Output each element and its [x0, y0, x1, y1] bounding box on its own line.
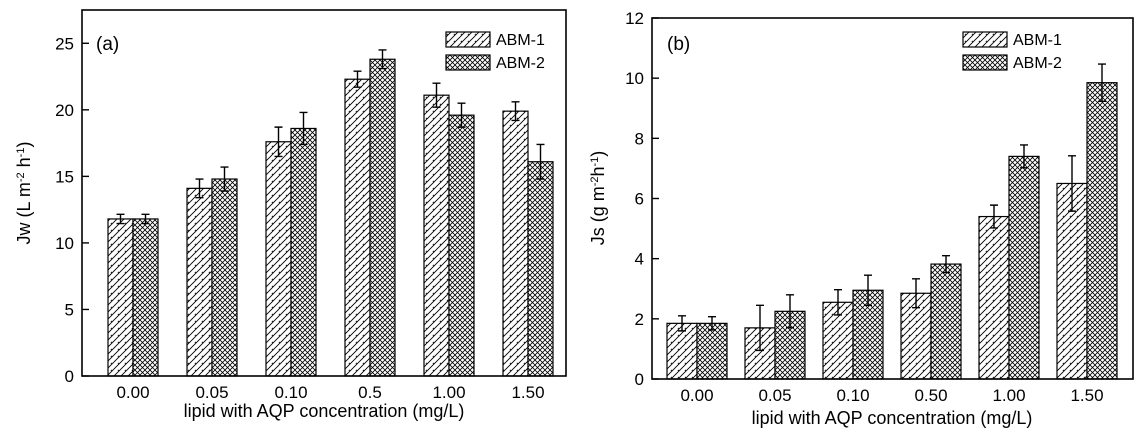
bar-abm-2 [1087, 83, 1117, 379]
legend-swatch-abm1-a [446, 32, 490, 47]
y-tick-label: 12 [625, 9, 644, 28]
y-ticks-b: 0 2 4 6 8 10 12 [625, 9, 659, 389]
y-tick-label: 25 [55, 34, 74, 53]
x-tick-label: 0.05 [758, 386, 791, 405]
y-tick-label: 0 [635, 370, 644, 389]
legend-swatch-abm2-b [963, 55, 1007, 70]
legend-swatch-abm2-a [446, 55, 490, 70]
bar-abm-1 [187, 188, 212, 376]
bar-abm-2 [528, 162, 553, 376]
legend-label-abm2-a: ABM-2 [496, 55, 545, 72]
legend-label-abm1-a: ABM-1 [496, 32, 545, 49]
bar-abm-1 [424, 95, 449, 376]
x-tick-label: 1.00 [992, 386, 1025, 405]
x-tick-label: 1.50 [511, 383, 544, 402]
x-tick-label: 0.05 [195, 383, 228, 402]
x-tick-label: 0.50 [914, 386, 947, 405]
bar-abm-1 [503, 111, 528, 376]
error-bars-a [117, 50, 545, 224]
chart-panel-a: 0 5 10 15 20 25 0.00 0.05 0.10 0.5 1.00 1.50 (a) A… [14, 10, 566, 421]
legend-label-abm2-b: ABM-2 [1013, 55, 1062, 72]
bar-abm-2 [697, 323, 727, 379]
x-axis-title-b: lipid with AQP concentration (mg/L) [752, 408, 1033, 428]
bar-abm-2 [449, 115, 474, 376]
x-tick-label: 0.5 [358, 383, 382, 402]
x-tick-label: 0.00 [680, 386, 713, 405]
x-tick-label: 0.00 [116, 383, 149, 402]
legend-a: ABM-1 ABM-2 [446, 32, 545, 72]
bar-abm-1 [345, 79, 370, 376]
x-tick-label: 1.50 [1070, 386, 1103, 405]
y-tick-label: 6 [635, 190, 644, 209]
bar-abm-2 [1009, 156, 1039, 379]
y-ticks-a: 0 5 10 15 20 25 [55, 34, 89, 386]
bar-abm-2 [370, 59, 395, 376]
y-tick-label: 8 [635, 129, 644, 148]
bar-abm-1 [108, 219, 133, 376]
y-tick-label: 20 [55, 101, 74, 120]
x-tick-label: 1.00 [432, 383, 465, 402]
panel-label-a: (a) [96, 34, 119, 55]
bar-abm-1 [266, 142, 291, 376]
error-bars-b [678, 64, 1106, 350]
y-tick-label: 10 [625, 69, 644, 88]
legend-label-abm1-b: ABM-1 [1013, 32, 1062, 49]
y-tick-label: 5 [65, 300, 74, 319]
x-ticks-b: 0.00 0.05 0.10 0.50 1.00 1.50 [680, 386, 1103, 405]
bar-abm-1 [667, 323, 697, 379]
bar-abm-1 [1057, 183, 1087, 379]
y-tick-label: 2 [635, 310, 644, 329]
bars-b [667, 83, 1117, 379]
x-tick-label: 0.10 [274, 383, 307, 402]
y-tick-label: 10 [55, 234, 74, 253]
bar-abm-1 [979, 217, 1009, 379]
x-tick-label: 0.10 [836, 386, 869, 405]
y-axis-title-a: Jw (L m-2 h-1) [14, 142, 34, 245]
chart-panel-b: 0 2 4 6 8 10 12 0.00 0.05 0.10 0.50 1.00 1.50 (b) A… [588, 9, 1133, 428]
bar-abm-2 [291, 128, 316, 376]
y-axis-title-b: Js (g m-2h-1) [588, 151, 608, 246]
bar-abm-2 [931, 264, 961, 379]
legend-b: ABM-1 ABM-2 [963, 32, 1062, 72]
legend-swatch-abm1-b [963, 32, 1007, 47]
y-tick-label: 15 [55, 167, 74, 186]
bar-abm-2 [212, 179, 237, 376]
y-tick-label: 0 [65, 367, 74, 386]
y-tick-label: 4 [635, 250, 644, 269]
x-axis-title-a: lipid with AQP concentration (mg/L) [184, 401, 465, 421]
x-ticks-a: 0.00 0.05 0.10 0.5 1.00 1.50 [116, 383, 544, 402]
bar-abm-2 [133, 219, 158, 376]
panel-label-b: (b) [667, 34, 690, 55]
bars-a [108, 59, 553, 376]
